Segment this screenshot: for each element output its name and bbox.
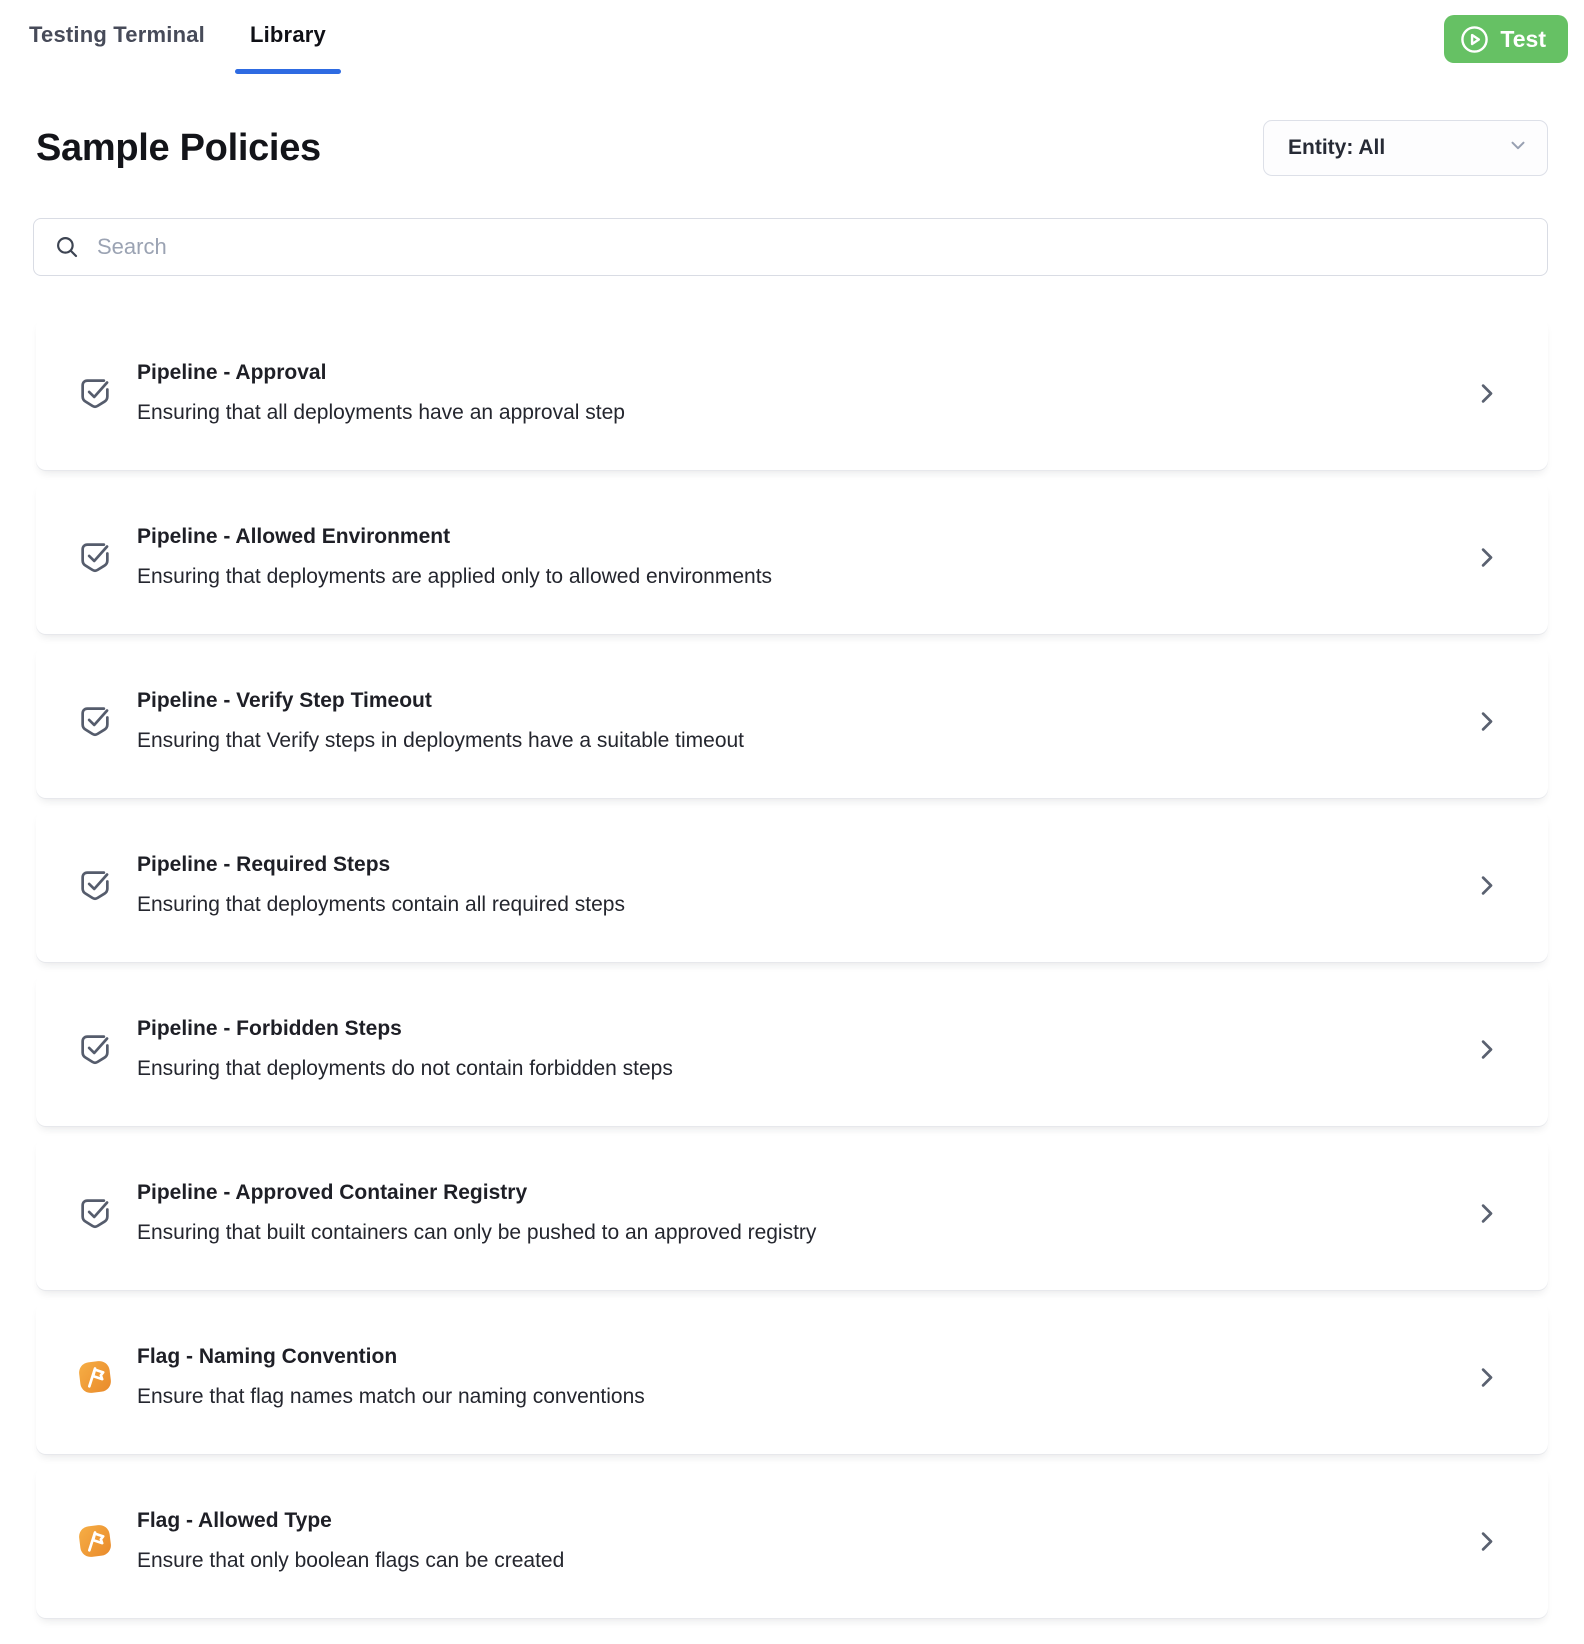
top-navigation: Testing Terminal Library Test	[0, 0, 1584, 74]
chevron-right-icon[interactable]	[1473, 1364, 1500, 1391]
entity-filter-dropdown[interactable]: Entity: All	[1263, 120, 1548, 176]
search-input[interactable]	[97, 219, 1527, 275]
feature-flag-icon	[75, 1356, 115, 1398]
chevron-right-icon[interactable]	[1473, 1200, 1500, 1227]
policy-text-block: Pipeline - Approval Ensuring that all de…	[137, 361, 625, 425]
policy-text-block: Pipeline - Verify Step Timeout Ensuring …	[137, 689, 744, 753]
entity-filter-value: Entity: All	[1288, 136, 1386, 159]
policy-title: Pipeline - Allowed Environment	[137, 525, 451, 548]
policy-description: Ensure that flag names match our naming …	[137, 1385, 645, 1408]
policy-list-item[interactable]: Pipeline - Approval Ensuring that all de…	[36, 316, 1548, 470]
policy-text-block: Pipeline - Required Steps Ensuring that …	[137, 853, 625, 917]
search-icon	[54, 234, 80, 260]
page-header: Sample Policies Entity: All	[0, 120, 1584, 176]
policy-list: Pipeline - Approval Ensuring that all de…	[0, 316, 1584, 1618]
pipeline-shield-check-icon	[75, 865, 115, 905]
chevron-right-icon[interactable]	[1473, 1528, 1500, 1555]
tab-testing-terminal[interactable]: Testing Terminal	[14, 0, 220, 74]
chevron-right-icon[interactable]	[1473, 380, 1500, 407]
policy-title: Flag - Allowed Type	[137, 1509, 332, 1532]
policy-title: Pipeline - Forbidden Steps	[137, 1017, 402, 1040]
chevron-down-icon	[1507, 134, 1529, 162]
policy-text-block: Pipeline - Forbidden Steps Ensuring that…	[137, 1017, 673, 1081]
pipeline-shield-check-icon	[75, 1029, 115, 1069]
tab-bar: Testing Terminal Library	[14, 0, 341, 74]
policy-list-item[interactable]: Pipeline - Required Steps Ensuring that …	[36, 808, 1548, 962]
policy-text-block: Flag - Naming Convention Ensure that fla…	[137, 1345, 645, 1409]
policy-description: Ensuring that Verify steps in deployment…	[137, 729, 745, 752]
page-title: Sample Policies	[36, 126, 321, 169]
policy-title: Pipeline - Approval	[137, 361, 327, 384]
policy-description: Ensuring that deployments are applied on…	[137, 565, 773, 588]
policy-list-item[interactable]: Pipeline - Verify Step Timeout Ensuring …	[36, 644, 1548, 798]
policy-title: Pipeline - Required Steps	[137, 853, 391, 876]
search-bar	[33, 218, 1548, 276]
pipeline-shield-check-icon	[75, 701, 115, 741]
policy-list-item[interactable]: Flag - Allowed Type Ensure that only boo…	[36, 1464, 1548, 1618]
policy-list-item[interactable]: Flag - Naming Convention Ensure that fla…	[36, 1300, 1548, 1454]
policy-description: Ensuring that deployments do not contain…	[137, 1057, 673, 1080]
policy-description: Ensuring that built containers can only …	[137, 1221, 817, 1244]
chevron-right-icon[interactable]	[1473, 1036, 1500, 1063]
chevron-right-icon[interactable]	[1473, 708, 1500, 735]
policy-text-block: Pipeline - Approved Container Registry E…	[137, 1181, 816, 1245]
policy-title: Flag - Naming Convention	[137, 1345, 398, 1368]
policy-title: Pipeline - Approved Container Registry	[137, 1181, 528, 1204]
policy-title: Pipeline - Verify Step Timeout	[137, 689, 432, 712]
pipeline-shield-check-icon	[75, 1193, 115, 1233]
pipeline-shield-check-icon	[75, 373, 115, 413]
pipeline-shield-check-icon	[75, 537, 115, 577]
play-circle-icon	[1460, 25, 1489, 54]
tab-library[interactable]: Library	[234, 0, 341, 74]
chevron-right-icon[interactable]	[1473, 872, 1500, 899]
policy-list-item[interactable]: Pipeline - Approved Container Registry E…	[36, 1136, 1548, 1290]
policy-text-block: Pipeline - Allowed Environment Ensuring …	[137, 525, 772, 589]
policy-list-item[interactable]: Pipeline - Forbidden Steps Ensuring that…	[36, 972, 1548, 1126]
feature-flag-icon	[75, 1520, 115, 1562]
test-button[interactable]: Test	[1444, 15, 1568, 63]
policy-text-block: Flag - Allowed Type Ensure that only boo…	[137, 1509, 564, 1573]
policy-list-item[interactable]: Pipeline - Allowed Environment Ensuring …	[36, 480, 1548, 634]
chevron-right-icon[interactable]	[1473, 544, 1500, 571]
policy-description: Ensuring that all deployments have an ap…	[137, 401, 625, 424]
policy-description: Ensure that only boolean flags can be cr…	[137, 1549, 565, 1572]
test-button-label: Test	[1500, 25, 1546, 52]
tab-label: Testing Terminal	[29, 22, 205, 47]
tab-label: Library	[249, 22, 326, 47]
policy-description: Ensuring that deployments contain all re…	[137, 893, 625, 916]
